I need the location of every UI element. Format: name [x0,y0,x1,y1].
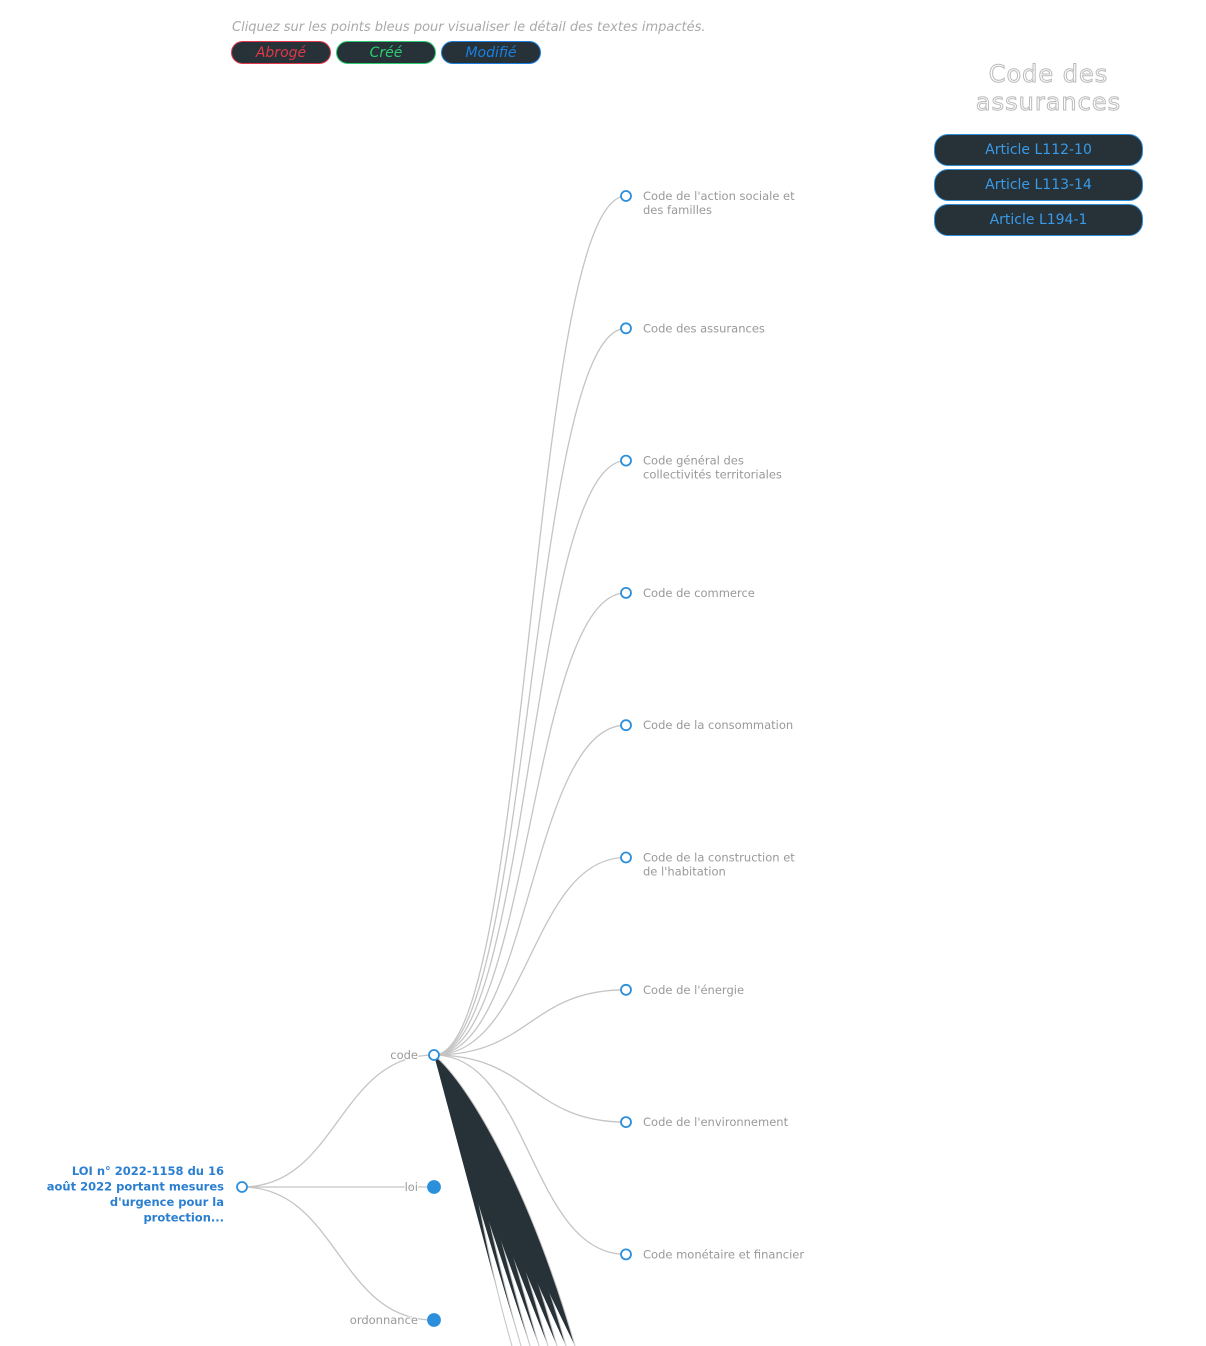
article-button[interactable]: Article L112-10 [934,134,1143,166]
code-node-label: Code de l'énergie [643,983,744,997]
legend: Abrogé Créé Modifié [231,41,541,64]
detail-panel: Code des assurances Article L112-10 Arti… [930,60,1175,239]
hint-text: Cliquez sur les points bleus pour visual… [232,20,706,35]
code-node-label: Code monétaire et financier [643,1247,804,1261]
link-offscreen [433,1054,558,1346]
code-node-label: Code général des collectivités territoria… [643,454,782,482]
code-node[interactable] [620,1116,632,1128]
link-code [433,195,627,1056]
link-type [241,1186,435,1321]
code-node-label: Code de la construction et de l'habitatio… [643,851,795,879]
code-node[interactable] [620,719,632,732]
code-node[interactable] [620,1248,632,1261]
code-node-label: Code de l'environnement [643,1115,789,1129]
article-button[interactable]: Article L194-1 [934,204,1143,236]
type-node-code[interactable] [428,1049,440,1061]
link-offscreen [433,1054,576,1346]
code-node[interactable] [620,322,632,335]
type-node-label: loi [405,1180,418,1194]
type-node-label: ordonnance [350,1313,418,1327]
code-node[interactable] [620,587,632,599]
link-code [433,724,627,1056]
legend-modifie-button[interactable]: Modifié [441,41,541,64]
link-code [433,989,627,1056]
link-code [433,327,627,1056]
root-node[interactable] [236,1181,248,1193]
code-node[interactable] [620,983,632,996]
legend-abroge-button[interactable]: Abrogé [231,41,331,64]
link-code [433,1054,627,1123]
panel-title: Code des assurances [975,60,1122,117]
root-node-label[interactable]: LOI n° 2022-1158 du 16 août 2022 portant … [46,1163,225,1226]
type-node-ordonnance[interactable] [427,1313,441,1327]
type-node-loi[interactable] [427,1180,441,1194]
link-code [433,459,627,1056]
code-node[interactable] [620,454,632,467]
code-node-label: Code de la consommation [643,718,793,732]
link-code [433,1054,627,1256]
legend-cree-button[interactable]: Créé [336,41,436,64]
code-node[interactable] [620,851,632,864]
type-node-label: code [390,1048,418,1062]
link-code [433,856,627,1056]
code-node-label: Code des assurances [643,321,765,335]
code-node-label: Code de l'action sociale et des familles [643,189,795,217]
article-button[interactable]: Article L113-14 [934,169,1143,201]
code-node[interactable] [620,190,632,202]
link-type [241,1054,435,1188]
link-code [433,592,627,1056]
code-node-label: Code de commerce [643,586,755,600]
